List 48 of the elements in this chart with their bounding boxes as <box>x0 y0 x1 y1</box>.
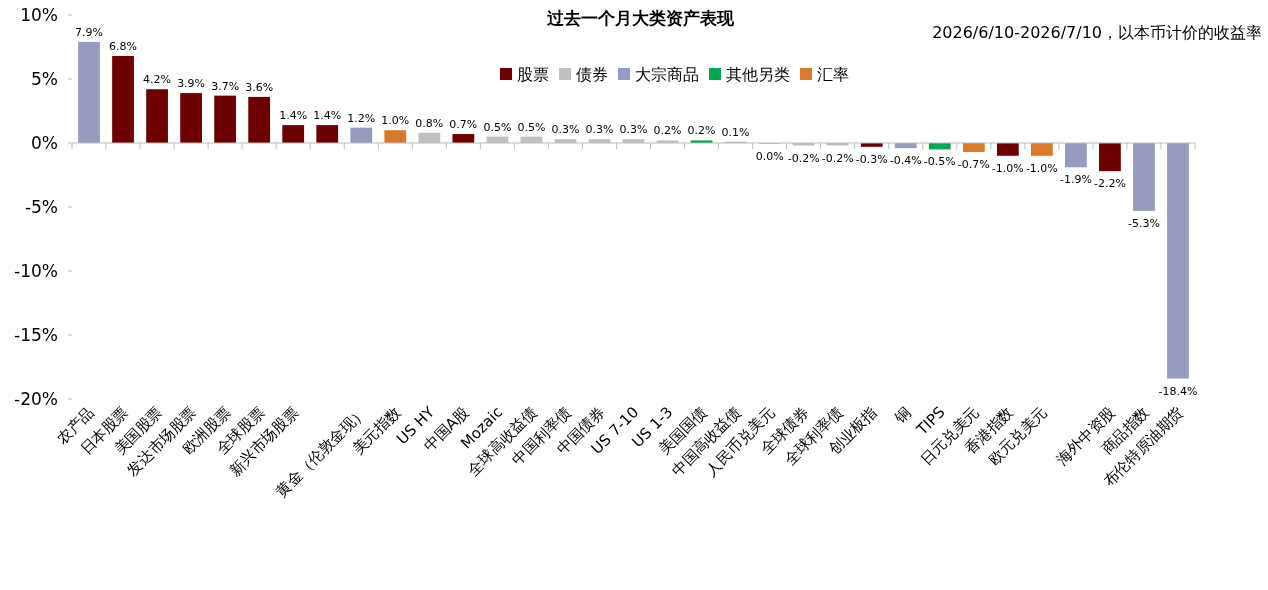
data-label: 3.9% <box>177 77 206 91</box>
x-tick-label: 铜 <box>890 403 915 428</box>
data-label: 1.4% <box>313 109 342 123</box>
data-label: 0.5% <box>517 120 546 134</box>
data-label: 0.2% <box>687 124 716 138</box>
y-tick-label: -15% <box>14 325 58 345</box>
y-tick-label: -5% <box>24 197 58 217</box>
data-label: -18.4% <box>1158 384 1198 398</box>
chart-title: 过去一个月大类资产表现 <box>545 8 735 28</box>
data-label: 3.6% <box>245 80 274 94</box>
legend-label: 股票 <box>517 65 549 84</box>
data-label: 7.9% <box>75 25 103 39</box>
legend-label: 其他另类 <box>726 65 790 84</box>
data-label: 1.0% <box>381 114 410 128</box>
data-label: 0.3% <box>619 123 648 137</box>
y-tick-label: 0% <box>31 133 58 153</box>
y-tick-label: 10% <box>20 5 58 25</box>
data-label: 1.4% <box>279 109 308 123</box>
legend-label: 大宗商品 <box>635 65 699 84</box>
data-label: 4.2% <box>143 73 172 87</box>
data-label: -1.9% <box>1059 173 1092 187</box>
data-label: -1.0% <box>991 161 1024 175</box>
data-label: 0.7% <box>449 118 478 132</box>
data-label: -0.3% <box>855 152 888 166</box>
data-label: -0.7% <box>957 157 990 171</box>
data-label: -0.5% <box>923 155 956 169</box>
data-label: 0.3% <box>551 123 580 137</box>
data-label: -0.4% <box>889 154 922 168</box>
legend-label: 债券 <box>576 65 608 84</box>
data-label: -0.2% <box>821 151 854 165</box>
data-label: -5.3% <box>1127 216 1160 230</box>
y-tick-label: -10% <box>14 261 58 281</box>
data-label: 3.7% <box>211 79 240 93</box>
data-label: 0.1% <box>721 125 750 139</box>
data-label: -2.2% <box>1093 177 1126 191</box>
data-label: 6.8% <box>109 39 138 53</box>
data-label: 0.5% <box>483 120 512 134</box>
y-tick-label: -20% <box>14 389 58 409</box>
data-label: 0.2% <box>653 124 682 138</box>
data-label: 0.8% <box>415 116 444 130</box>
data-label: 0.0% <box>755 149 784 163</box>
data-label: -0.2% <box>787 151 820 165</box>
y-tick-label: 5% <box>31 69 58 89</box>
text: 2026/6/10-2026/7/10，以本币计价的收益率 <box>932 23 1262 42</box>
data-label: -1.0% <box>1025 161 1058 175</box>
legend-label: 汇率 <box>817 65 849 84</box>
data-label: 0.3% <box>585 123 614 137</box>
data-label: 1.2% <box>347 111 376 125</box>
